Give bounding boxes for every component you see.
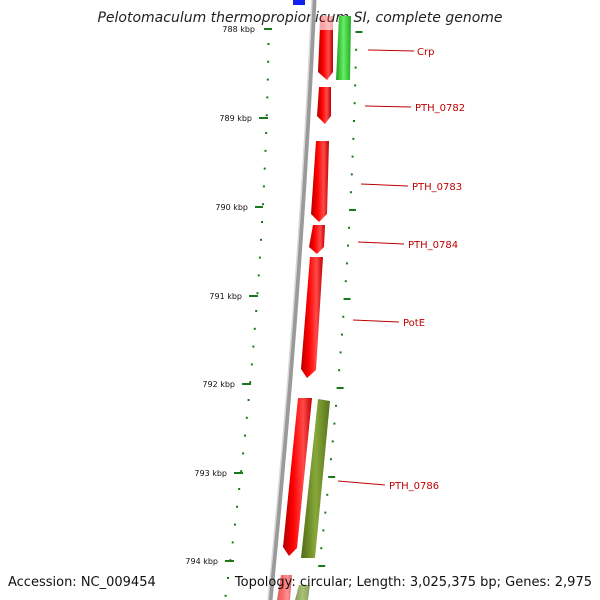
label-line-pth0782 bbox=[364, 105, 412, 108]
axis-label-793: 793 kbp bbox=[194, 469, 227, 478]
axis-label-792: 792 kbp bbox=[202, 380, 235, 389]
axis-label-788: 788 kbp bbox=[222, 25, 255, 34]
gene-label-pote[interactable]: PotE bbox=[403, 318, 425, 329]
genome-summary: Topology: circular; Length: 3,025,375 bp… bbox=[234, 575, 592, 590]
axis-ticks-left bbox=[224, 43, 270, 597]
gene-arrow-olive-bottom[interactable] bbox=[295, 585, 310, 600]
genome-backbone-highlight bbox=[267, 0, 313, 600]
axis-major-ticks: 788 kbp 789 kbp 790 kbp 791 kbp 792 kbp … bbox=[185, 25, 272, 566]
label-line-pote bbox=[352, 319, 400, 323]
gene-label-pth0786[interactable]: PTH_0786 bbox=[389, 481, 439, 492]
axis-label-791: 791 kbp bbox=[209, 292, 242, 301]
gene-label-pth0783[interactable]: PTH_0783 bbox=[412, 182, 462, 193]
gene-arrow-pth0786[interactable] bbox=[301, 399, 330, 558]
gene-label-pth0784[interactable]: PTH_0784 bbox=[408, 240, 458, 251]
genome-title: Pelotomaculum thermopropionicum SI, comp… bbox=[97, 10, 503, 26]
accession-label: Accession: NC_009454 bbox=[8, 575, 156, 590]
gene-arrow-pth0783[interactable] bbox=[311, 141, 329, 222]
genome-backbone bbox=[267, 0, 317, 600]
label-line-crp bbox=[367, 49, 415, 52]
gene-arrow-pth0784[interactable] bbox=[309, 225, 325, 254]
gene-arrows[interactable] bbox=[277, 16, 351, 600]
axis-label-790: 790 kbp bbox=[215, 203, 248, 212]
gene-arrow-crp-reverse[interactable] bbox=[336, 16, 351, 80]
gene-label-pth0782[interactable]: PTH_0782 bbox=[415, 103, 465, 114]
axis-label-789: 789 kbp bbox=[219, 114, 252, 123]
gene-arrow-crp[interactable] bbox=[318, 30, 333, 80]
axis-label-794: 794 kbp bbox=[185, 557, 218, 566]
gene-arrow-pth0782[interactable] bbox=[317, 87, 331, 124]
label-line-pth0783 bbox=[360, 183, 409, 187]
gene-label-lines bbox=[337, 49, 415, 486]
gene-label-crp[interactable]: Crp bbox=[417, 47, 434, 58]
gene-arrow-red-bottom[interactable] bbox=[277, 575, 292, 600]
gene-blue-fragment[interactable] bbox=[293, 0, 305, 5]
label-line-pth0784 bbox=[357, 241, 405, 245]
gene-labels: Crp PTH_0782 PTH_0783 PTH_0784 PotE PTH_… bbox=[389, 47, 465, 492]
gene-arrow-red-lower[interactable] bbox=[283, 398, 312, 556]
axis-ticks-right bbox=[318, 31, 363, 567]
gene-arrow-pote[interactable] bbox=[301, 257, 323, 378]
label-line-pth0786 bbox=[337, 480, 386, 486]
